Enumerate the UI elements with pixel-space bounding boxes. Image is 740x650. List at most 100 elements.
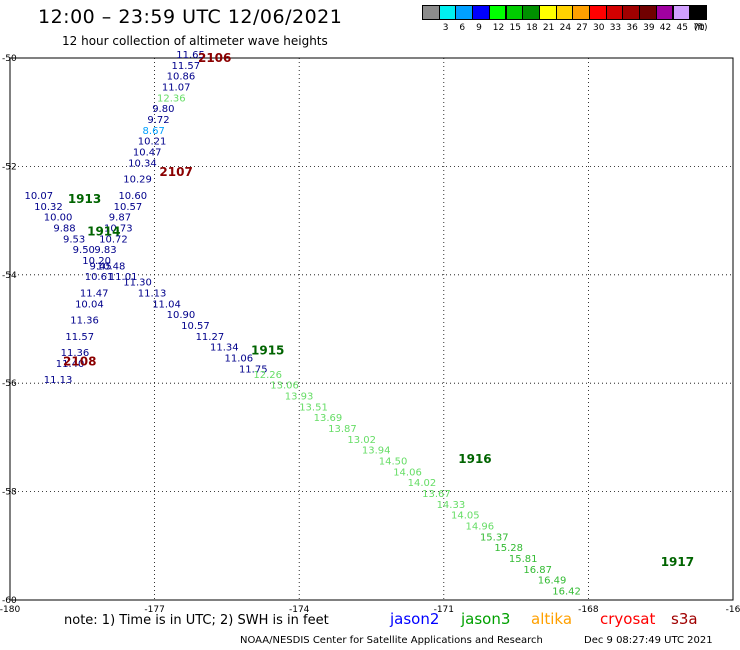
legend-label: 30 [593, 23, 605, 33]
lon-tick-label: -174 [289, 605, 310, 615]
swh-value-label: 14.96 [465, 522, 494, 533]
legend-label: 21 [542, 23, 555, 33]
track-id-label: 1914 [87, 224, 120, 238]
swh-value-label: 10.20 [82, 256, 111, 267]
lat-tick-label: -60 [2, 596, 17, 606]
legend-label: 42 [659, 23, 672, 33]
track-id-label: 2106 [198, 51, 231, 65]
swh-value-label: 11.13 [138, 288, 167, 299]
legend-label: 3 [442, 23, 449, 33]
generated-timestamp: Dec 9 08:27:49 UTC 2021 [584, 635, 713, 646]
swh-value-label: 11.30 [123, 278, 152, 289]
footer-note: note: 1) Time is in UTC; 2) SWH is in fe… [64, 613, 329, 628]
track-id-label: 1917 [661, 555, 694, 569]
swh-value-label: 11.75 [239, 364, 268, 375]
lon-tick-label: -16 [726, 605, 740, 615]
swh-value-label: 9.87 [109, 213, 131, 224]
legend-label: 33 [609, 23, 622, 33]
swh-value-label: 13.67 [422, 489, 451, 500]
swh-value-label: 11.36 [70, 316, 99, 327]
legend-label: 15 [509, 23, 521, 33]
swh-value-label: 9.45 [90, 261, 112, 272]
swh-value-label: 14.06 [393, 467, 422, 478]
legend-label: 12 [492, 23, 505, 33]
swh-value-label: 11.47 [80, 288, 109, 299]
legend-label: 45 [676, 23, 688, 33]
swh-value-label: 13.02 [347, 435, 376, 446]
swh-value-label: 12.26 [253, 370, 282, 381]
lat-tick-label: -58 [2, 488, 17, 498]
track-id-label: 2108 [63, 355, 96, 369]
swh-value-label: 15.28 [494, 543, 523, 554]
legend-label: 39 [643, 23, 655, 33]
lat-tick-label: -54 [2, 271, 17, 281]
lon-tick-label: -168 [578, 605, 599, 615]
swh-value-label: 10.57 [114, 202, 143, 213]
swh-value-label: 10.48 [97, 261, 126, 272]
swh-value-label: 10.90 [167, 310, 196, 321]
lat-tick-label: -50 [2, 54, 17, 64]
swh-value-label: 9.88 [53, 223, 75, 234]
track-id-label: 1915 [251, 344, 284, 358]
swh-value-label: 10.00 [44, 213, 73, 224]
satellite-name: s3a [671, 610, 698, 628]
legend-label: 24 [559, 23, 572, 33]
swh-value-label: 10.61 [85, 272, 114, 283]
swh-value-label: 10.29 [123, 175, 152, 186]
swh-value-label: 13.87 [328, 424, 357, 435]
swh-value-label: 11.27 [196, 332, 225, 343]
swh-value-label: 11.07 [162, 83, 191, 94]
swh-value-label: 10.47 [133, 148, 162, 159]
swh-value-label: 13.51 [299, 402, 328, 413]
swh-value-label: 9.72 [147, 115, 169, 126]
swh-value-label: 9.83 [94, 245, 116, 256]
legend-swatch [689, 5, 707, 20]
swh-value-label: 10.72 [99, 234, 128, 245]
credit-text: NOAA/NESDIS Center for Satellite Applica… [240, 635, 543, 646]
swh-value-label: 13.06 [270, 381, 299, 392]
lon-tick-label: -171 [434, 605, 454, 615]
swh-value-label: 10.60 [118, 191, 147, 202]
swh-value-label: 10.04 [75, 299, 104, 310]
swh-value-label: 14.50 [379, 457, 408, 468]
track-id-label: 1916 [458, 452, 491, 466]
swh-value-label: 16.87 [523, 565, 552, 576]
legend-label: 6 [459, 23, 466, 33]
swh-value-label: 13.93 [285, 391, 314, 402]
lon-tick-label: -180 [0, 605, 20, 615]
swh-value-label: 11.36 [61, 348, 90, 359]
map-title: 12:00 – 23:59 UTC 12/06/2021 [38, 6, 343, 28]
swh-value-label: 8.67 [143, 126, 165, 137]
lon-tick-label: -177 [144, 605, 164, 615]
satellite-name: jason3 [461, 610, 511, 628]
swh-value-label: 12.36 [157, 93, 186, 104]
swh-value-label: 16.42 [552, 587, 581, 598]
swh-value-label: 10.57 [181, 321, 210, 332]
swh-value-label: 10.34 [128, 158, 157, 169]
legend-unit: (ft) [693, 23, 708, 33]
swh-value-label: 10.86 [167, 72, 196, 83]
legend-label: 18 [526, 23, 538, 33]
swh-value-label: 10.73 [104, 223, 133, 234]
satellite-name: jason2 [390, 610, 440, 628]
swh-value-label: 11.01 [109, 272, 138, 283]
legend-label: 9 [476, 23, 482, 33]
swh-value-label: 11.34 [210, 343, 239, 354]
legend-label: 70 [693, 23, 705, 33]
swh-value-label: 10.32 [34, 202, 63, 213]
swh-value-label: 10.21 [138, 137, 167, 148]
satellite-name: cryosat [600, 610, 656, 628]
satellite-name: altika [531, 610, 573, 628]
swh-value-label: 9.50 [73, 245, 95, 256]
swh-value-label: 16.49 [538, 576, 567, 587]
lat-tick-label: -52 [2, 162, 17, 172]
legend-label: 27 [576, 23, 588, 33]
map-subtitle: 12 hour collection of altimeter wave hei… [62, 34, 328, 48]
swh-value-label: 14.33 [437, 500, 466, 511]
swh-value-label: 13.69 [314, 413, 343, 424]
swh-value-label: 9.53 [63, 234, 85, 245]
swh-value-label: 14.05 [451, 511, 480, 522]
swh-value-label: 11.40 [56, 359, 85, 370]
swh-value-label: 13.94 [362, 446, 391, 457]
